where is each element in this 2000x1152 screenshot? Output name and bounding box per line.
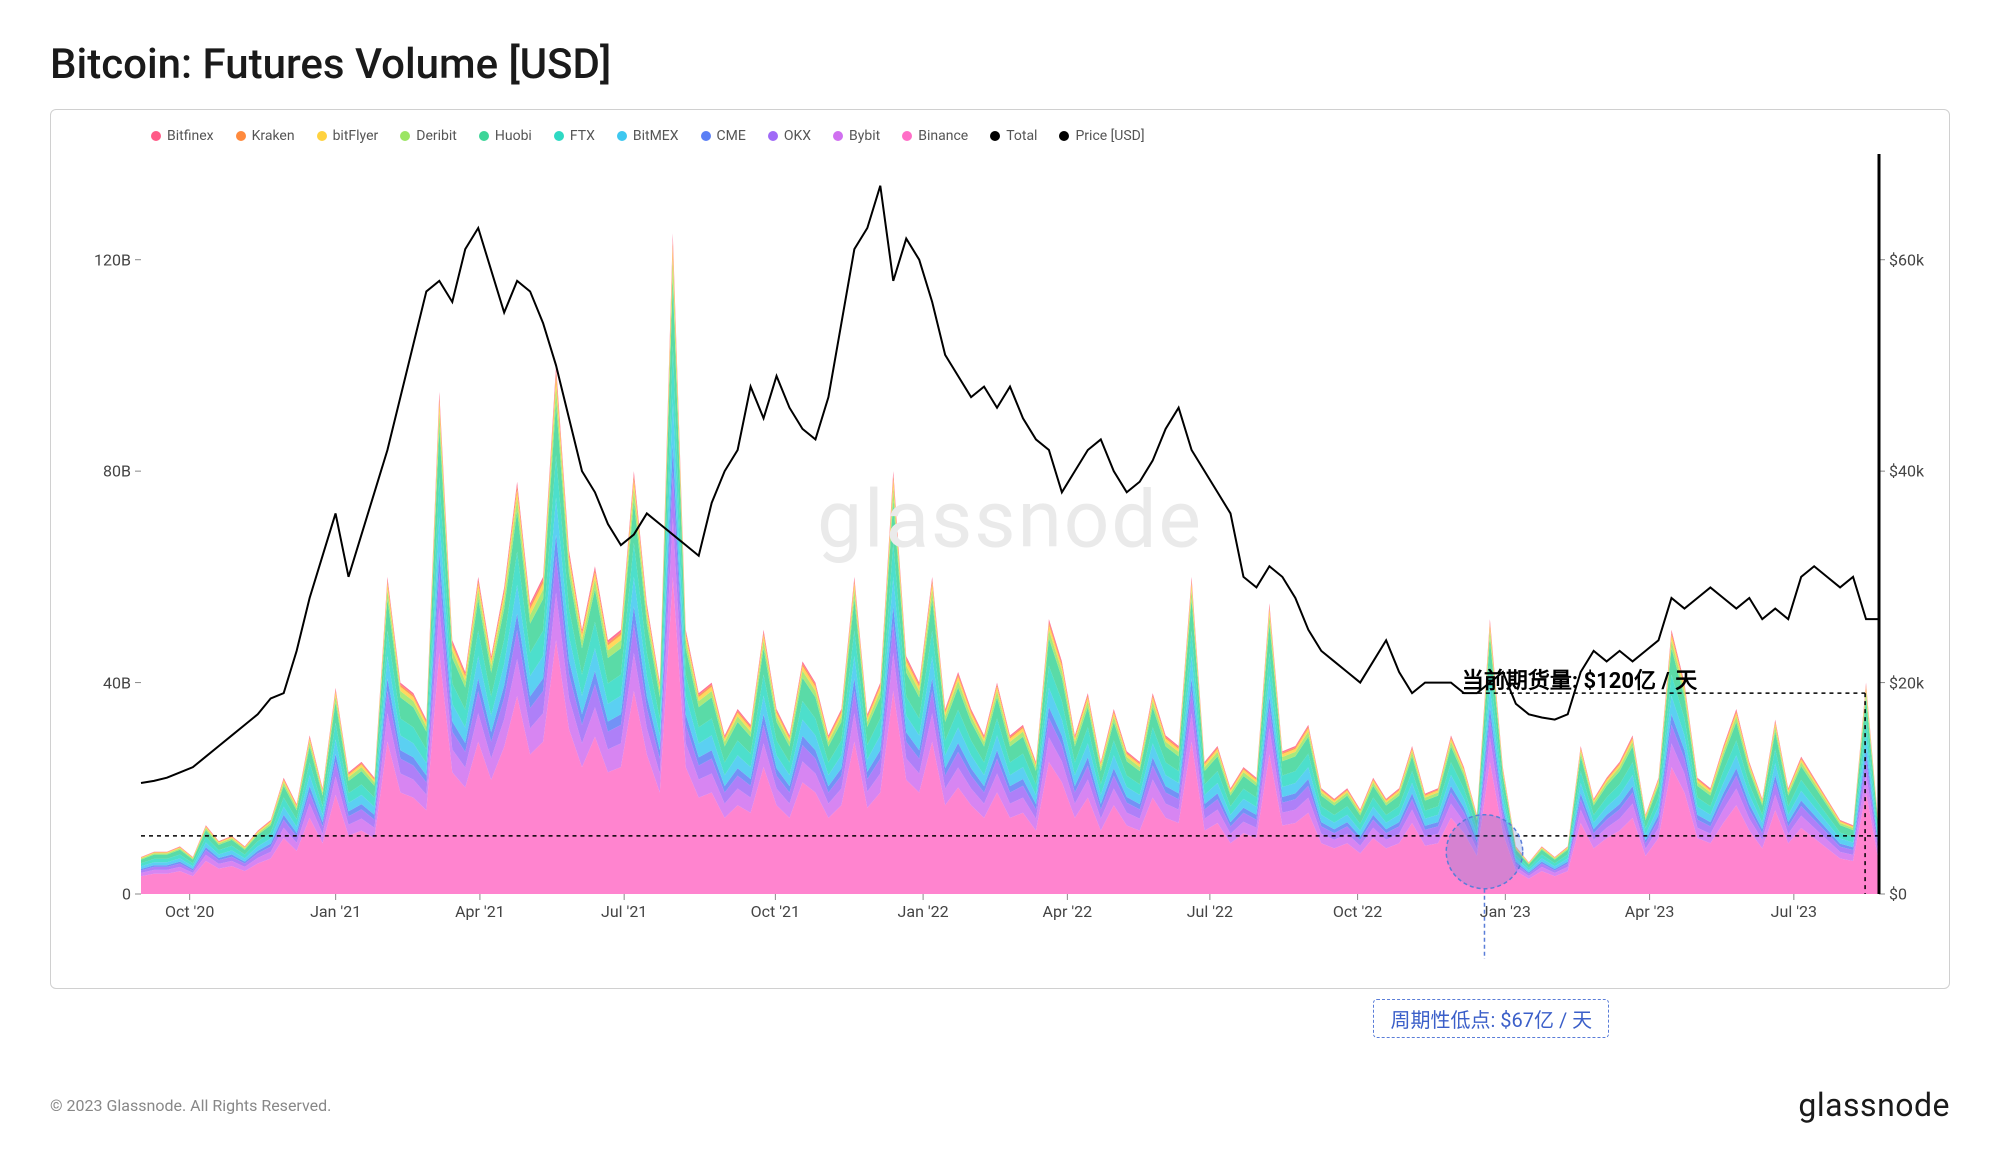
legend-label: FTX: [570, 128, 595, 144]
copyright-text: © 2023 Glassnode. All Rights Reserved.: [50, 1096, 331, 1115]
legend-dot-icon: [151, 131, 161, 141]
y-left-tick-label: 80B: [103, 462, 131, 481]
legend-item: Kraken: [236, 128, 295, 144]
chart-container: Bitcoin: Futures Volume [USD] Bitfinex Kr…: [0, 0, 2000, 1152]
legend-dot-icon: [236, 131, 246, 141]
legend-item: bitFlyer: [317, 128, 379, 144]
x-tick-label: Jan '21: [310, 902, 361, 921]
legend-label: Total: [1006, 128, 1037, 144]
annotation-cyclical-low: 周期性低点: $67亿 / 天: [1373, 999, 1609, 1038]
legend-item: Total: [990, 128, 1037, 144]
legend-item: Deribit: [400, 128, 457, 144]
annotation-current-volume: 当前期货量: $120亿 / 天: [1462, 663, 1697, 695]
legend-label: OKX: [784, 128, 811, 144]
x-tick-label: Apr '22: [1043, 902, 1093, 921]
legend-label: Huobi: [495, 128, 532, 144]
x-tick-label: Apr '23: [1625, 902, 1675, 921]
legend-dot-icon: [768, 131, 778, 141]
chart-area: Bitfinex Kraken bitFlyer Deribit Huobi FTX Bit…: [50, 109, 1950, 989]
legend-label: bitFlyer: [333, 128, 379, 144]
brand-logo: glassnode: [1798, 1086, 1950, 1124]
legend-dot-icon: [833, 131, 843, 141]
legend-dot-icon: [617, 131, 627, 141]
legend-label: Bybit: [849, 128, 880, 144]
y-right-tick-label: $60k: [1889, 250, 1924, 269]
footer: © 2023 Glassnode. All Rights Reserved. g…: [50, 1086, 1950, 1124]
legend-dot-icon: [479, 131, 489, 141]
legend-dot-icon: [701, 131, 711, 141]
legend-dot-icon: [902, 131, 912, 141]
legend-label: Kraken: [252, 128, 295, 144]
legend-item: Bitfinex: [151, 128, 214, 144]
x-tick-label: Oct '22: [1333, 902, 1382, 921]
legend-item: FTX: [554, 128, 595, 144]
legend-label: Price [USD]: [1075, 128, 1144, 144]
legend-item: BitMEX: [617, 128, 679, 144]
legend-dot-icon: [400, 131, 410, 141]
x-tick-label: Jan '23: [1480, 902, 1531, 921]
x-tick-label: Jul '22: [1187, 902, 1233, 921]
x-tick-label: Apr '21: [455, 902, 505, 921]
y-left-tick-label: 40B: [103, 673, 131, 692]
x-tick-label: Jan '22: [898, 902, 949, 921]
legend-item: Bybit: [833, 128, 880, 144]
legend-dot-icon: [990, 131, 1000, 141]
legend-item: Price [USD]: [1059, 128, 1144, 144]
chart-svg: [141, 154, 1879, 894]
x-tick-label: Jul '23: [1771, 902, 1817, 921]
y-right-tick-label: $40k: [1889, 462, 1924, 481]
legend-label: BitMEX: [633, 128, 679, 144]
x-tick-label: Oct '21: [751, 902, 800, 921]
x-tick-label: Oct '20: [165, 902, 214, 921]
legend-item: OKX: [768, 128, 811, 144]
y-right-tick-label: $0: [1889, 885, 1907, 904]
legend-item: Binance: [902, 128, 968, 144]
legend-label: Deribit: [416, 128, 457, 144]
y-left-tick-label: 120B: [94, 250, 131, 269]
x-tick-label: Jul '21: [601, 902, 647, 921]
x-axis-labels: Oct '20 Jan '21 Apr '21 Jul '21 Oct '21 Jan '…: [141, 902, 1879, 932]
chart-title: Bitcoin: Futures Volume [USD]: [50, 40, 1950, 89]
y-right-tick-label: $20k: [1889, 673, 1924, 692]
annotation-ellipse: [1446, 815, 1522, 889]
legend-label: Binance: [918, 128, 968, 144]
y-left-tick-label: 0: [122, 885, 131, 904]
legend-dot-icon: [554, 131, 564, 141]
legend-dot-icon: [1059, 131, 1069, 141]
plot-area: glassnode 040B80B120B$0$20k$40k$60k: [141, 154, 1879, 894]
legend-item: Huobi: [479, 128, 532, 144]
legend-item: CME: [701, 128, 746, 144]
legend: Bitfinex Kraken bitFlyer Deribit Huobi FTX Bit…: [141, 128, 1879, 144]
legend-label: Bitfinex: [167, 128, 214, 144]
legend-label: CME: [717, 128, 746, 144]
legend-dot-icon: [317, 131, 327, 141]
